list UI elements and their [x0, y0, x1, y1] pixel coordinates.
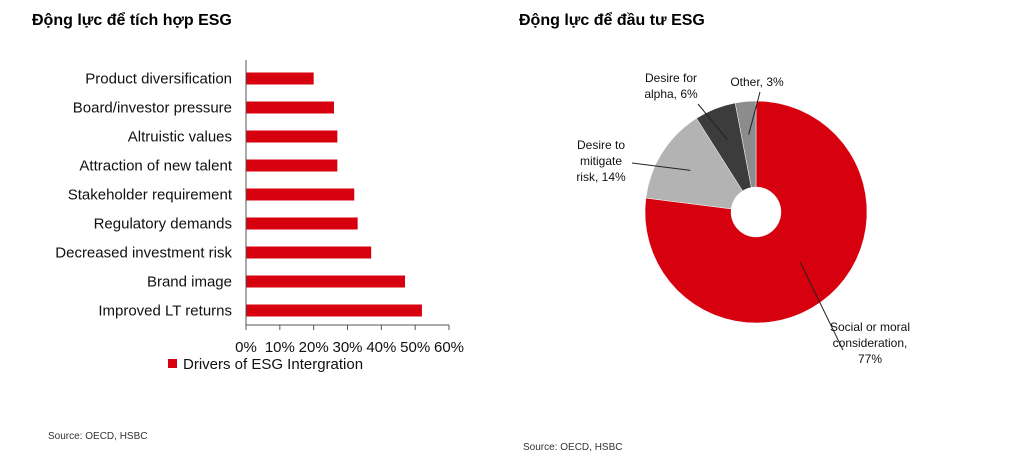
leader-line [799, 261, 844, 351]
pie-chart-title: Động lực để đầu tư ESG [519, 12, 705, 29]
bar-chart-title: Động lực để tích hợp ESG [32, 12, 232, 29]
x-tick-label: 20% [299, 339, 329, 356]
bar [246, 304, 422, 317]
category-label: Altruistic values [128, 129, 232, 146]
x-tick-label: 0% [235, 339, 257, 356]
category-label: Board/investor pressure [73, 100, 232, 117]
bar [246, 188, 355, 201]
leader-line [631, 162, 691, 171]
legend-label: Drivers of ESG Intergration [183, 356, 363, 373]
bar [246, 130, 338, 143]
slice-label: Other, 3% [730, 75, 784, 89]
pie-slice [644, 100, 868, 324]
bar [246, 72, 314, 85]
x-tick-label: 30% [332, 339, 362, 356]
pie-chart: Social or moral consideration, 77% Desire t… [576, 71, 910, 366]
pie-slice [645, 117, 743, 210]
x-tick-label: 50% [400, 339, 430, 356]
pie-chart-source: Source: OECD, HSBC [523, 442, 623, 453]
bar [246, 101, 334, 114]
pie-slice [734, 100, 757, 188]
legend-swatch [168, 359, 177, 368]
category-label: Decreased investment risk [55, 245, 232, 262]
category-label: Regulatory demands [94, 216, 232, 233]
x-tick-label: 60% [434, 339, 464, 356]
bar [246, 246, 372, 259]
bar [246, 275, 406, 288]
x-tick-label: 10% [265, 339, 295, 356]
slice-label: Social or moral consideration, 77% [830, 320, 910, 366]
category-label: Improved LT returns [98, 303, 232, 320]
bar-chart-source: Source: OECD, HSBC [48, 431, 148, 442]
category-label: Attraction of new talent [79, 158, 232, 175]
leader-line [748, 91, 761, 135]
bar [246, 159, 338, 172]
leader-line [697, 103, 728, 141]
bar-chart: Product diversification Board/investor pr… [55, 60, 464, 373]
slice-label: Desire for alpha, 6% [644, 71, 698, 101]
category-label: Stakeholder requirement [68, 187, 233, 204]
x-tick-label: 40% [366, 339, 396, 356]
category-label: Product diversification [85, 71, 232, 88]
category-label: Brand image [147, 274, 232, 291]
bar [246, 217, 358, 230]
slice-label: Desire to mitigate risk, 14% [576, 138, 626, 184]
